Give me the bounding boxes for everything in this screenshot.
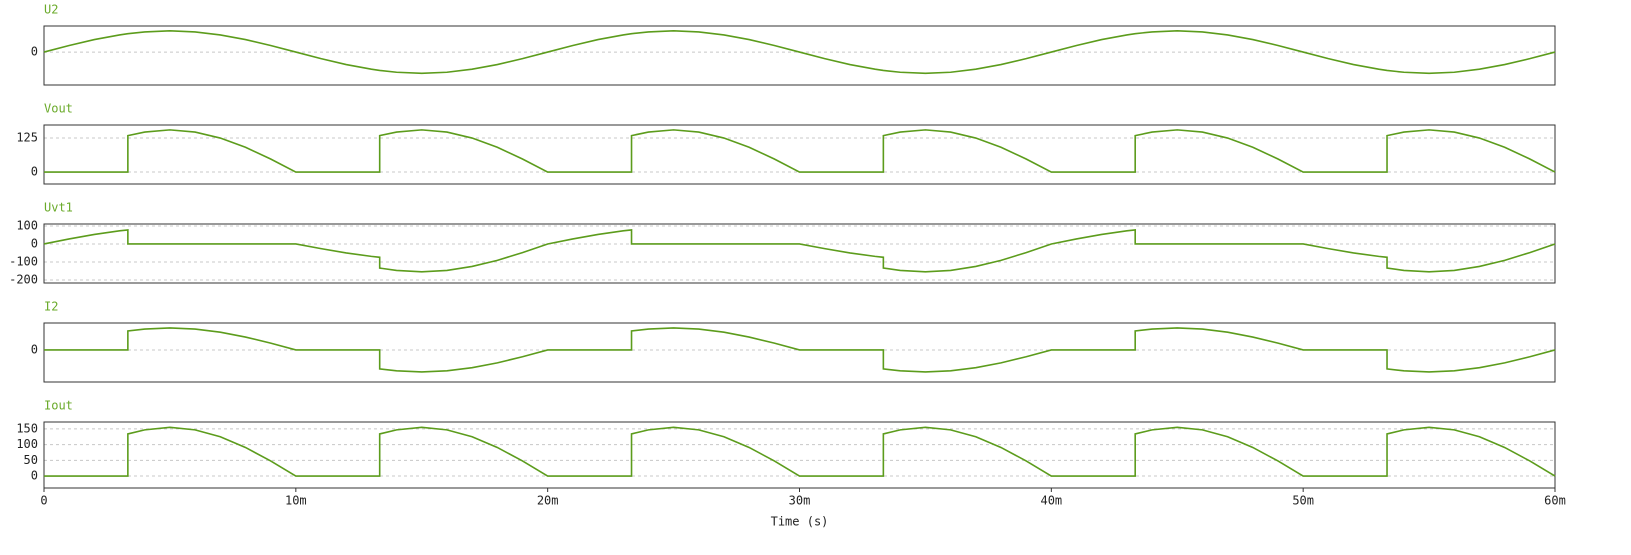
series-line	[44, 426, 1556, 477]
x-tick-label: 0	[40, 494, 47, 508]
panel-title: U2	[44, 3, 58, 17]
y-tick-label: 0	[31, 342, 38, 356]
y-tick-label: 0	[31, 45, 38, 59]
series-line	[43, 29, 1556, 75]
y-tick-label: -200	[9, 272, 38, 286]
y-tick-label: -100	[9, 254, 38, 268]
x-tick-label: 20m	[537, 494, 559, 508]
y-tick-label: 100	[16, 437, 38, 451]
x-tick-label: 10m	[285, 494, 307, 508]
y-tick-label: 100	[16, 218, 38, 232]
y-tick-label: 50	[24, 453, 38, 467]
panel-title: Uvt1	[44, 201, 73, 215]
x-axis-label: Time (s)	[771, 515, 829, 529]
x-tick-label: 60m	[1544, 494, 1566, 508]
series-line	[44, 129, 1556, 173]
series-line	[44, 327, 1556, 373]
panel-frame	[43, 421, 1556, 489]
y-tick-label: 0	[31, 165, 38, 179]
x-tick-label: 40m	[1040, 494, 1062, 508]
panel-frame	[43, 124, 1556, 185]
y-tick-label: 0	[31, 469, 38, 483]
panel-frame	[43, 322, 1556, 383]
panel-title: Vout	[44, 102, 73, 116]
y-tick-label: 0	[31, 236, 38, 250]
panel-title: Iout	[44, 399, 73, 413]
panel-frame	[43, 25, 1556, 86]
x-tick-label: 50m	[1292, 494, 1314, 508]
y-tick-label: 125	[16, 131, 38, 145]
x-tick-label: 30m	[789, 494, 811, 508]
panel-title: I2	[44, 300, 58, 314]
series-line	[43, 229, 1556, 273]
y-tick-label: 150	[16, 421, 38, 435]
panel-frame	[43, 223, 1556, 284]
